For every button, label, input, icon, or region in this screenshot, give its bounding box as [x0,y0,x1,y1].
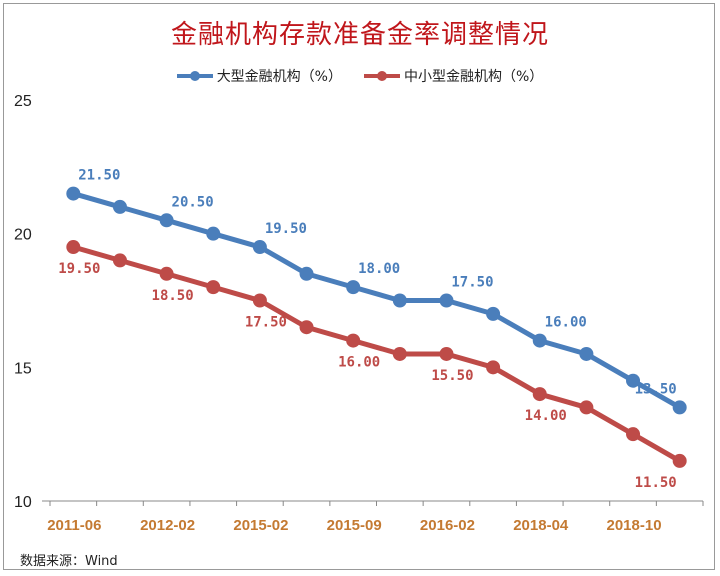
data-label-0: 13.50 [635,381,677,397]
data-point-0 [299,266,314,281]
series-line-0 [72,191,681,410]
data-label-1: 17.50 [245,315,287,331]
data-point-0 [159,213,174,228]
x-tick-label: 2016-02 [420,517,475,534]
data-point-1 [392,346,407,361]
data-point-1 [112,253,127,268]
data-point-0 [486,306,501,321]
legend-label-small-medium: 中小型金融机构（%） [404,69,544,85]
data-point-0 [112,199,127,214]
y-tick-label: 25 [14,93,32,110]
data-point-1 [579,400,594,415]
data-label-1: 19.50 [58,261,100,277]
legend-swatch-large [176,71,213,81]
x-tick-label: 2011-06 [47,517,101,534]
data-point-1 [672,453,687,468]
data-point-1 [66,240,81,255]
x-tick-label: 2012-02 [140,517,195,534]
data-label-0: 19.50 [265,221,307,237]
legend-item-small-medium: 中小型金融机构（%） [364,66,543,86]
data-point-1 [532,387,547,402]
y-tick-label: 20 [14,227,32,244]
data-point-0 [392,293,407,308]
data-point-1 [439,346,454,361]
data-label-1: 15.50 [431,368,473,384]
data-source: 数据来源：Wind [20,554,118,569]
data-label-1: 18.50 [152,288,194,304]
data-point-0 [532,333,547,348]
data-point-1 [159,266,174,281]
data-label-0: 16.00 [545,315,587,331]
x-tick-label: 2018-10 [607,517,662,534]
data-point-0 [66,186,81,201]
data-label-0: 21.50 [78,168,120,184]
data-label-0: 17.50 [451,275,493,291]
legend-item-large: 大型金融机构（%） [176,66,342,86]
data-point-1 [346,333,361,348]
data-point-0 [252,240,267,255]
data-point-1 [626,427,641,442]
data-point-0 [206,226,221,241]
y-tick-label: 10 [14,494,32,511]
data-point-0 [579,346,594,361]
legend-label-large: 大型金融机构（%） [216,69,342,85]
x-tick-label: 2018-04 [513,517,569,534]
data-point-0 [626,373,641,388]
data-point-0 [439,293,454,308]
data-label-0: 18.00 [358,261,400,277]
chart-title: 金融机构存款准备金率调整情况 [170,20,549,50]
series-line-1 [72,244,681,464]
data-point-1 [486,360,501,375]
data-label-1: 16.00 [338,355,380,371]
x-tick-label: 2015-02 [233,517,288,534]
legend: 大型金融机构（%） 中小型金融机构（%） [0,66,720,86]
y-tick-label: 15 [14,360,32,377]
data-point-0 [672,400,687,415]
data-point-1 [206,280,221,295]
x-tick-label: 2015-09 [327,517,382,534]
data-label-1: 14.00 [525,408,567,424]
chart-frame [3,3,715,570]
data-point-0 [346,280,361,295]
data-label-1: 11.50 [635,475,677,491]
data-label-0: 20.50 [172,194,214,210]
legend-swatch-small-medium [364,71,400,81]
data-point-1 [299,320,314,335]
data-point-1 [252,293,267,308]
